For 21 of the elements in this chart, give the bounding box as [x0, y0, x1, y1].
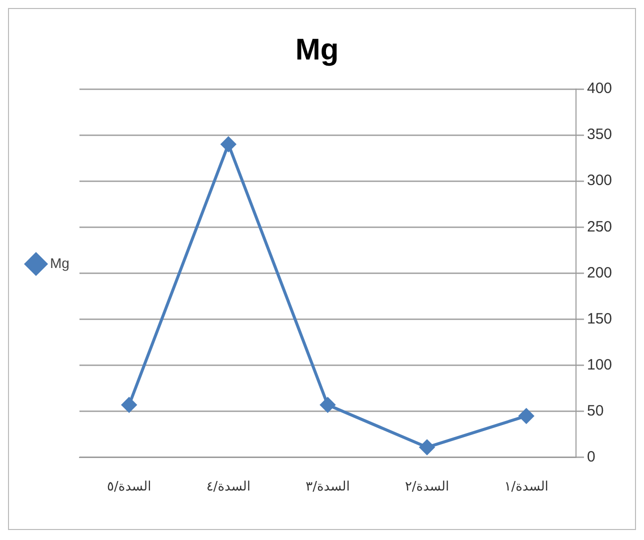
y-tick-label: 400: [586, 80, 612, 98]
x-tick-label: السدة/٢: [404, 480, 450, 495]
x-tick-label: السدة/٣: [306, 480, 350, 495]
y-tick-label: 100: [586, 356, 612, 374]
point: [220, 136, 236, 152]
x-tick-label: السدة/١: [504, 480, 548, 495]
y-tick-label: 50: [586, 402, 604, 420]
point: [420, 440, 435, 455]
point: [518, 408, 534, 424]
y-tick-label: 200: [586, 264, 612, 282]
y-tick-label: 300: [586, 172, 612, 190]
x-tick-label: السدة/٥: [107, 480, 152, 495]
y-tick-label: 150: [586, 310, 612, 328]
chart-title: Mg: [295, 33, 339, 66]
x-tick-label: السدة/٤: [206, 480, 250, 495]
y-tick-label: 0: [586, 448, 596, 466]
y-tick-label: 250: [586, 218, 612, 236]
point: [122, 397, 137, 412]
legend-label: Mg: [50, 254, 70, 271]
point: [320, 397, 336, 412]
y-tick-label: 350: [586, 126, 612, 144]
